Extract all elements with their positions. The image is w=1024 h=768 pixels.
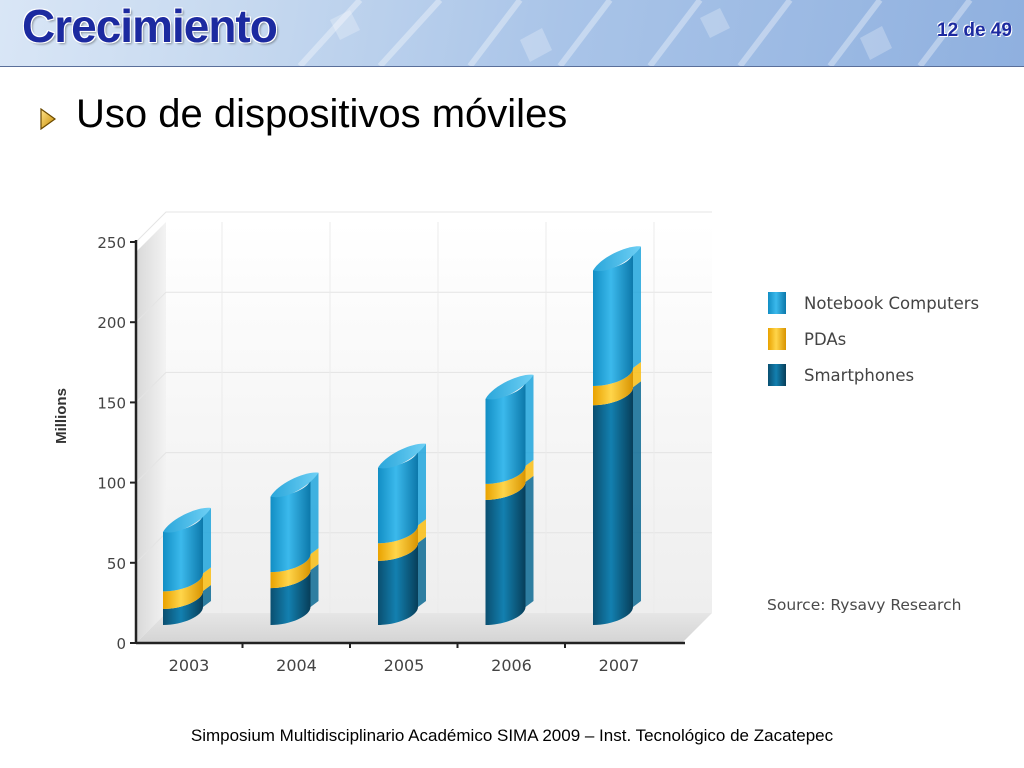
bar-segment-notebook-computers — [270, 478, 311, 573]
bar-segment-pdas — [163, 573, 203, 609]
bar-depth-face — [203, 567, 211, 591]
x-tick-label: 2006 — [491, 656, 532, 675]
bullet-text: Uso de dispositivos móviles — [76, 92, 568, 136]
bar-segment-notebook-computers — [163, 513, 203, 592]
y-tick-label: 150 — [97, 394, 126, 412]
y-tick-label: 50 — [107, 555, 126, 573]
bar-depth-face — [633, 246, 641, 369]
page-counter: 12 de 49 — [937, 20, 1012, 41]
bar-depth-face — [418, 443, 426, 526]
bar-depth-face — [418, 519, 426, 543]
bar-depth-face — [525, 459, 534, 482]
bar-depth-face — [525, 475, 534, 607]
bar-segment-pdas — [593, 368, 633, 406]
bar-depth-face — [633, 362, 641, 388]
bar-segment-smartphones — [378, 542, 418, 625]
y-axis-label: Millions — [53, 388, 70, 444]
legend-swatch — [768, 328, 786, 350]
bar-depth-face — [310, 564, 319, 607]
title-banner: Crecimiento 12 de 49 — [0, 0, 1024, 67]
bullet-arrow-icon — [40, 108, 57, 130]
bar-segment-smartphones — [163, 590, 203, 625]
x-tick-label: 2007 — [599, 656, 640, 675]
legend-label: PDAs — [804, 330, 846, 349]
bar-depth-face — [310, 472, 319, 555]
chart-legend: Notebook Computers PDAs Smartphones — [768, 292, 979, 386]
legend-swatch — [768, 292, 786, 314]
gridline — [135, 211, 712, 243]
chart-source: Source: Rysavy Research — [767, 596, 961, 614]
y-tick-label: 250 — [97, 234, 126, 252]
chart-bars — [163, 246, 641, 625]
bar-top-cap — [270, 472, 319, 498]
bar-depth-face — [310, 548, 319, 571]
x-tick-label: 2005 — [384, 656, 425, 675]
y-tick-label: 200 — [97, 314, 126, 332]
bar-depth-face — [633, 381, 641, 607]
slide-footer: Simposium Multidisciplinario Académico S… — [190, 726, 834, 745]
chart-axes — [134, 240, 685, 645]
banner-pattern — [297, 0, 973, 66]
chart-floor — [136, 613, 712, 643]
legend-label: Smartphones — [804, 366, 914, 385]
gridline — [135, 371, 712, 403]
bar-segment-pdas — [485, 465, 526, 500]
bar-top-cap — [593, 246, 641, 272]
bar-segment-notebook-computers — [485, 380, 526, 484]
x-axis-ticks: 2003 2004 2005 2006 2007 — [169, 643, 640, 675]
bar-top-cap — [163, 507, 211, 533]
bar-top-cap — [378, 443, 426, 469]
side-wall — [136, 222, 166, 643]
x-tick-label: 2003 — [169, 656, 210, 675]
bar-segment-smartphones — [270, 570, 311, 625]
bar-segment-notebook-computers — [593, 252, 633, 387]
bar-depth-face — [203, 507, 211, 574]
y-tick-label: 100 — [97, 475, 126, 493]
bar-segment-smartphones — [485, 481, 526, 625]
bar-depth-face — [525, 374, 534, 466]
x-tick-label: 2004 — [276, 656, 317, 675]
bar-segment-notebook-computers — [378, 449, 418, 544]
bar-segment-pdas — [270, 554, 311, 589]
y-tick-label: 0 — [116, 635, 126, 653]
bar-segment-smartphones — [593, 387, 633, 625]
gridline — [135, 291, 712, 323]
bar-top-cap — [485, 374, 534, 400]
y-axis-ticks: 0 50 100 150 200 250 — [97, 234, 136, 653]
legend-swatch — [768, 364, 786, 386]
bar-depth-face — [203, 584, 211, 607]
slide-title: Crecimiento — [22, 0, 278, 52]
legend-label: Notebook Computers — [804, 294, 979, 313]
stacked-bar-chart: 0 50 100 150 200 250 2003 2004 2005 2006 2007 Mil… — [53, 211, 979, 675]
bar-segment-pdas — [378, 525, 418, 561]
bar-depth-face — [418, 536, 426, 607]
